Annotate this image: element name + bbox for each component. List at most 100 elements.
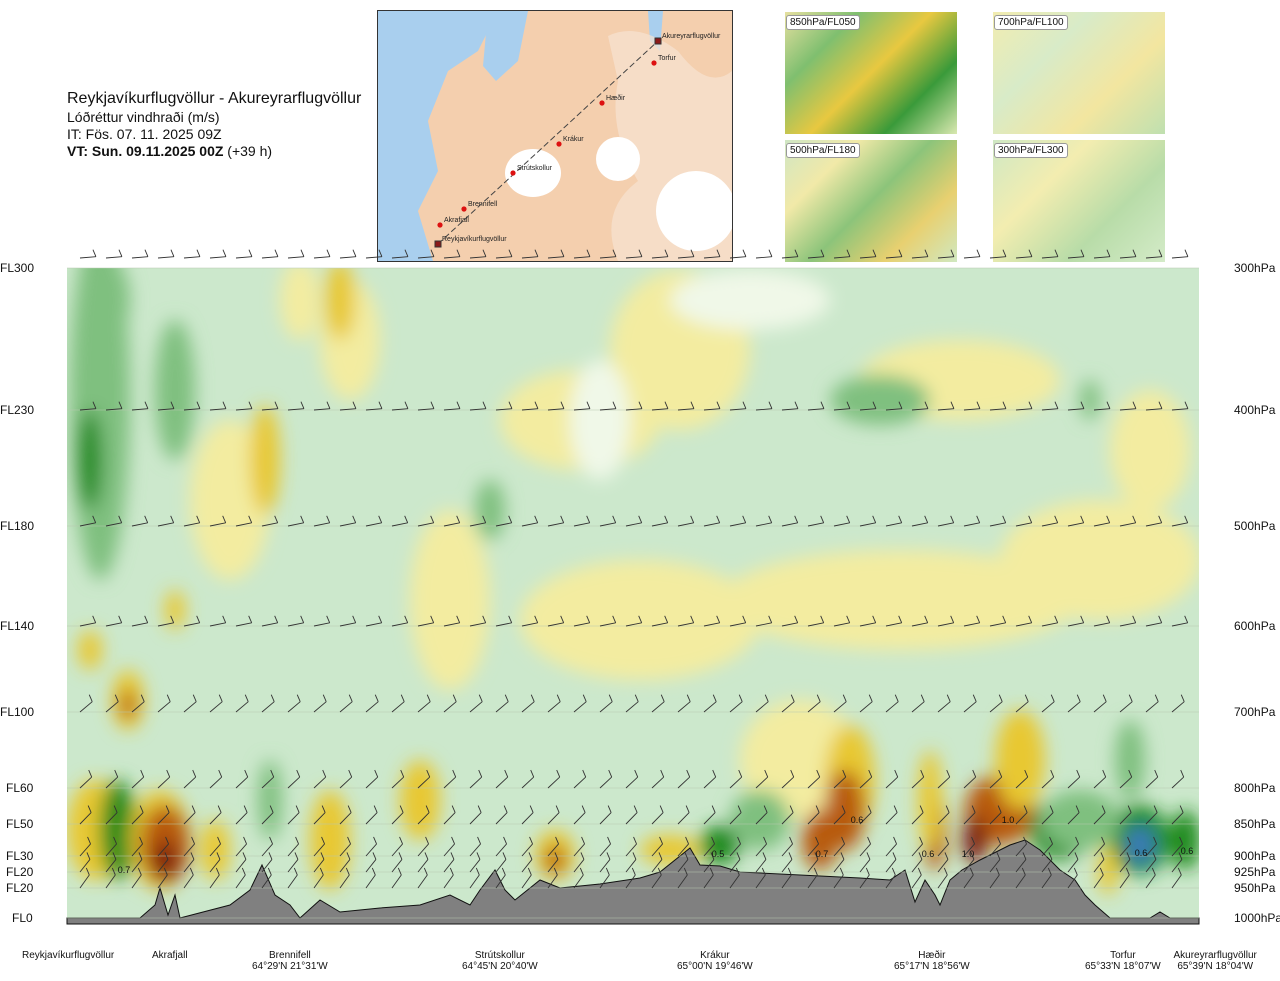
wind-barb-flag: [248, 515, 253, 523]
wind-barb-flag: [87, 836, 91, 845]
wind-barb: [1145, 812, 1158, 825]
wind-barb-flag: [555, 805, 560, 813]
wind-barb-flag: [218, 769, 223, 778]
wind-barb: [131, 812, 144, 825]
wind-barb: [1041, 776, 1055, 789]
wind-barb-flag: [400, 694, 405, 702]
wind-barb-flag: [139, 805, 144, 813]
wind-barb: [131, 859, 143, 873]
wind-barb: [599, 859, 611, 873]
wind-barb-flag: [898, 615, 903, 623]
wind-barb: [885, 874, 896, 889]
wind-barb: [469, 812, 482, 825]
wind-barb: [703, 622, 720, 627]
wind-barb-flag: [924, 401, 929, 409]
wind-barb-flag: [794, 401, 799, 409]
pressure-label: 800hPa: [1234, 781, 1276, 795]
wind-barb-flag: [372, 852, 377, 860]
wind-barb: [339, 408, 356, 411]
wind-barb: [703, 843, 715, 857]
velocity-cell: [475, 480, 505, 540]
wind-barb: [1093, 256, 1110, 259]
wind-barb: [911, 408, 928, 411]
velocity-cell: [1040, 790, 1120, 850]
wind-barb-flag: [144, 249, 149, 257]
wind-barb: [157, 874, 168, 889]
map-point-label: Krákur: [563, 136, 584, 143]
wind-barb: [625, 874, 636, 889]
wind-barb-flag: [426, 694, 431, 702]
wind-barb: [1119, 256, 1136, 259]
wind-barb-flag: [248, 615, 253, 623]
wind-barb: [235, 843, 247, 857]
wind-barb: [911, 843, 923, 857]
wind-barb-flag: [1076, 769, 1081, 778]
wind-barb-flag: [872, 515, 877, 523]
wind-barb-flag: [456, 615, 461, 623]
value-label: 1.0: [962, 849, 975, 859]
wind-barb-flag: [425, 836, 429, 845]
wind-barb-flag: [976, 515, 981, 523]
wind-barb: [911, 256, 928, 259]
wind-barb: [1015, 874, 1026, 889]
wind-barb-flag: [300, 515, 305, 523]
wind-barb: [469, 408, 486, 411]
wind-barb-flag: [841, 805, 846, 813]
wind-barb: [1093, 859, 1105, 873]
wind-barb: [937, 522, 954, 527]
wind-barb: [1015, 522, 1032, 527]
wind-barb-flag: [478, 694, 483, 702]
wind-barb-flag: [165, 836, 169, 845]
wind-barb: [365, 408, 382, 411]
wind-barb-flag: [586, 515, 591, 523]
wind-barb-flag: [631, 867, 636, 876]
wind-barb-flag: [170, 515, 175, 523]
wind-barb: [339, 256, 356, 259]
fl-label: FL20: [6, 865, 34, 879]
wind-barb-flag: [1002, 249, 1007, 257]
fl-label: FL230: [0, 403, 35, 417]
wind-barb-flag: [820, 615, 825, 623]
wind-barb: [1067, 522, 1084, 527]
wind-barb-flag: [112, 852, 117, 860]
valid-time: VT: Sun. 09.11.2025 00Z (+39 h): [67, 143, 272, 159]
wind-barb-flag: [768, 249, 773, 257]
station-name: Strútskollur: [474, 950, 525, 961]
wind-barb-flag: [690, 615, 695, 623]
wind-barb-flag: [321, 836, 325, 845]
wind-barb: [859, 812, 872, 825]
wind-barb: [1015, 701, 1029, 713]
wind-barb: [885, 812, 898, 825]
wind-barb-flag: [560, 249, 565, 257]
wind-barb: [209, 256, 226, 259]
wind-barb-flag: [893, 805, 898, 813]
wind-barb-flag: [222, 515, 227, 523]
wind-barb-flag: [423, 867, 428, 876]
wind-barb-flag: [326, 249, 331, 257]
wind-barb-flag: [898, 401, 903, 409]
wind-barb-flag: [638, 249, 643, 257]
wind-barb: [1041, 408, 1058, 411]
wind-barb: [807, 522, 824, 527]
velocity-cell: [310, 790, 350, 890]
wind-barb: [573, 859, 585, 873]
wind-barb-flag: [1158, 615, 1163, 623]
wind-barb: [755, 812, 768, 825]
wind-barb: [1171, 843, 1183, 857]
wind-barb: [495, 776, 509, 789]
wind-barb: [365, 622, 382, 627]
wind-barb: [677, 843, 689, 857]
wind-barb-flag: [1128, 769, 1133, 778]
wind-barb: [261, 874, 272, 889]
wind-barb: [1171, 256, 1188, 259]
wind-barb: [937, 701, 951, 713]
wind-barb: [755, 256, 772, 259]
wind-barb: [417, 408, 434, 411]
wind-barb-flag: [166, 769, 171, 778]
wind-barb-flag: [248, 249, 253, 257]
wind-barb: [833, 522, 850, 527]
wind-barb-flag: [1074, 852, 1079, 860]
wind-barb-flag: [425, 805, 430, 813]
wind-barb: [807, 874, 818, 889]
field-layer: [67, 268, 1199, 924]
